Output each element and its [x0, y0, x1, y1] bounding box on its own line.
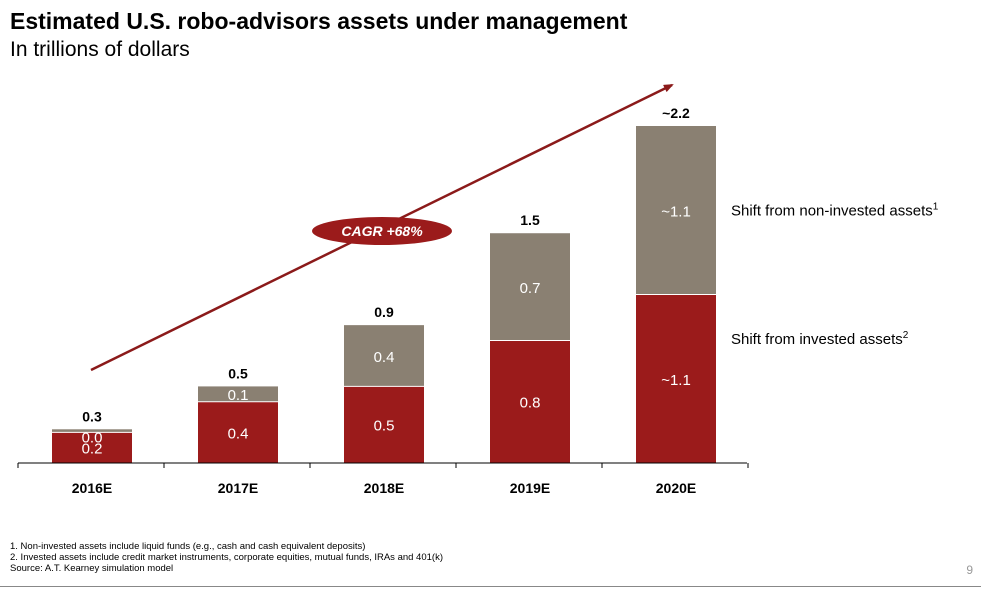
- cagr-label: CAGR +68%: [341, 223, 423, 239]
- bar-non-invested-2017E: [198, 386, 278, 402]
- page-number: 9: [966, 563, 973, 577]
- x-tick-label: 2019E: [510, 480, 550, 496]
- bar-invested-2019E: [490, 340, 570, 463]
- data-label-non-invested: 0.4: [374, 349, 395, 366]
- total-label: 1.5: [520, 212, 540, 228]
- data-label-invested: 0.8: [520, 395, 541, 412]
- cagr-badge: [312, 217, 452, 245]
- source-note: Source: A.T. Kearney simulation model: [10, 563, 174, 574]
- bar-invested-2018E: [344, 386, 424, 463]
- x-tick-label: 2018E: [364, 480, 404, 496]
- legend: Shift from non-invested assets1 Shift fro…: [731, 201, 939, 348]
- category-labels: 2016E 2017E 2018E 2019E 2020E: [72, 480, 696, 496]
- data-label-non-invested: 0.7: [520, 280, 541, 297]
- total-label: 0.5: [228, 365, 248, 381]
- data-label-non-invested: ~1.1: [661, 203, 691, 220]
- chart-title: Estimated U.S. robo-advisors assets unde…: [10, 8, 628, 34]
- bar-invested-2020E: [636, 294, 716, 463]
- chart-subtitle: In trillions of dollars: [10, 38, 190, 61]
- bottom-rule: [0, 586, 981, 587]
- footnote-1: 1. Non-invested assets include liquid fu…: [10, 541, 366, 552]
- x-tick-label: 2020E: [656, 480, 696, 496]
- bar-non-invested-2019E: [490, 233, 570, 341]
- bar-non-invested-2018E: [344, 325, 424, 387]
- x-tick-label: 2017E: [218, 480, 258, 496]
- bar-invested-2016E: [52, 432, 132, 463]
- x-axis-ticks: [17, 463, 749, 468]
- bar-non-invested-2020E: [636, 126, 716, 295]
- data-label-invested: 0.5: [374, 418, 395, 435]
- legend-entry: Shift from invested assets2: [731, 330, 909, 348]
- data-label-invested: ~1.1: [661, 372, 691, 389]
- bar-non-invested-2016E: [52, 429, 132, 433]
- bars-layer: 0.20.0 0.3 0.4 0.1 0.5 0.5 0.4 0.9 0.8 0.7 1.5 ~1.1…: [52, 105, 716, 463]
- footnote-2: 2. Invested assets include credit market…: [10, 552, 443, 563]
- data-label-non-invested: 0.0: [82, 429, 103, 446]
- footnotes: 1. Non-invested assets include liquid fu…: [10, 541, 443, 574]
- data-label-invested: 0.4: [228, 425, 249, 442]
- x-tick-label: 2016E: [72, 480, 112, 496]
- bar-invested-2017E: [198, 401, 278, 463]
- legend-entry: Shift from non-invested assets1: [731, 201, 939, 219]
- data-label-invested: 0.2: [82, 441, 103, 458]
- total-label: 0.9: [374, 304, 394, 320]
- total-label: ~2.2: [662, 105, 690, 121]
- data-label-non-invested: 0.1: [228, 387, 249, 404]
- total-label: 0.3: [82, 408, 102, 424]
